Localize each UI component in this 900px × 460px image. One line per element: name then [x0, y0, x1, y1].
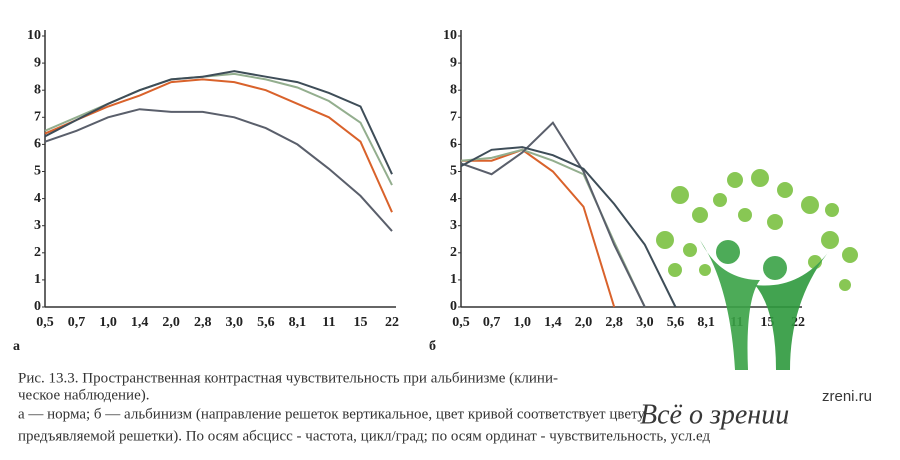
y-tick-label: 5 — [450, 164, 457, 179]
y-tick-label: 9 — [34, 55, 41, 70]
y-tick-label: 8 — [34, 82, 41, 97]
chart-label: б — [429, 339, 436, 354]
chart-label: а — [13, 339, 20, 354]
x-tick-label: 8,1 — [289, 315, 307, 330]
x-tick-label: 1,4 — [544, 315, 562, 330]
y-tick-label: 0 — [34, 299, 41, 314]
series-line — [461, 148, 616, 308]
y-tick-label: 3 — [450, 218, 457, 233]
series-line — [44, 78, 393, 213]
x-tick-label: 22 — [385, 315, 399, 330]
caption-line: предъявляемой решетки). По осям абсцисс … — [18, 428, 711, 444]
watermark-logo: zreni.ru Всё о зрении — [640, 169, 872, 430]
y-tick-label: 4 — [450, 191, 457, 206]
x-tick-label: 2,0 — [575, 315, 593, 330]
y-tick-label: 6 — [450, 137, 457, 152]
x-tick-label: 2,8 — [605, 315, 623, 330]
y-tick-label: 7 — [34, 110, 41, 125]
x-tick-label: 2,8 — [194, 315, 212, 330]
y-tick-label: 2 — [450, 245, 457, 260]
x-tick-label: 3,0 — [226, 315, 244, 330]
y-tick-label: 2 — [34, 245, 41, 260]
y-tick-label: 6 — [34, 137, 41, 152]
chart: 0 1 2 3 4 5 6 7 8 9 10 0,5 0,7 1,0 1,4 2,0 2,8 3,0 5,6 8,1 1… — [13, 28, 399, 354]
y-tick-label: 8 — [450, 82, 457, 97]
series-line — [44, 108, 393, 232]
x-tick-label: 11 — [322, 315, 335, 330]
watermark-site: zreni.ru — [822, 388, 872, 405]
x-tick-label: 8,1 — [697, 315, 715, 330]
watermark-brand: Всё о зрении — [640, 399, 789, 430]
y-tick-label: 0 — [450, 299, 457, 314]
x-tick-label: 2,0 — [162, 315, 180, 330]
x-tick-label: 1,4 — [131, 315, 149, 330]
series-line — [460, 146, 677, 308]
y-tick-label: 7 — [450, 110, 457, 125]
x-tick-label: 5,6 — [667, 315, 685, 330]
caption-line: Рис. 13.3. Пространственная контрастная … — [18, 370, 558, 386]
y-tick-label: 5 — [34, 164, 41, 179]
x-tick-label: 1,0 — [99, 315, 117, 330]
series-line — [460, 121, 646, 308]
y-tick-label: 1 — [34, 272, 41, 287]
x-tick-label: 0,7 — [68, 315, 86, 330]
y-tick-label: 3 — [34, 218, 41, 233]
y-tick-label: 9 — [450, 55, 457, 70]
x-tick-label: 5,6 — [257, 315, 275, 330]
y-tick-label: 4 — [34, 191, 41, 206]
y-tick-label: 10 — [443, 28, 457, 43]
x-tick-label: 0,7 — [483, 315, 501, 330]
series-line — [460, 148, 646, 308]
y-tick-label: 1 — [450, 272, 457, 287]
caption: Рис. 13.3. Пространственная контрастная … — [18, 370, 711, 444]
caption-line: а — норма; б — альбинизм (направление ре… — [18, 406, 645, 422]
y-tick-label: 10 — [27, 28, 41, 43]
series-line — [44, 70, 393, 175]
x-tick-label: 0,5 — [452, 315, 470, 330]
x-tick-label: 15 — [353, 315, 367, 330]
series-line — [44, 72, 393, 186]
x-tick-label: 0,5 — [36, 315, 54, 330]
x-tick-label: 1,0 — [514, 315, 532, 330]
caption-line: ческое наблюдение). — [18, 387, 149, 403]
x-tick-label: 3,0 — [636, 315, 654, 330]
